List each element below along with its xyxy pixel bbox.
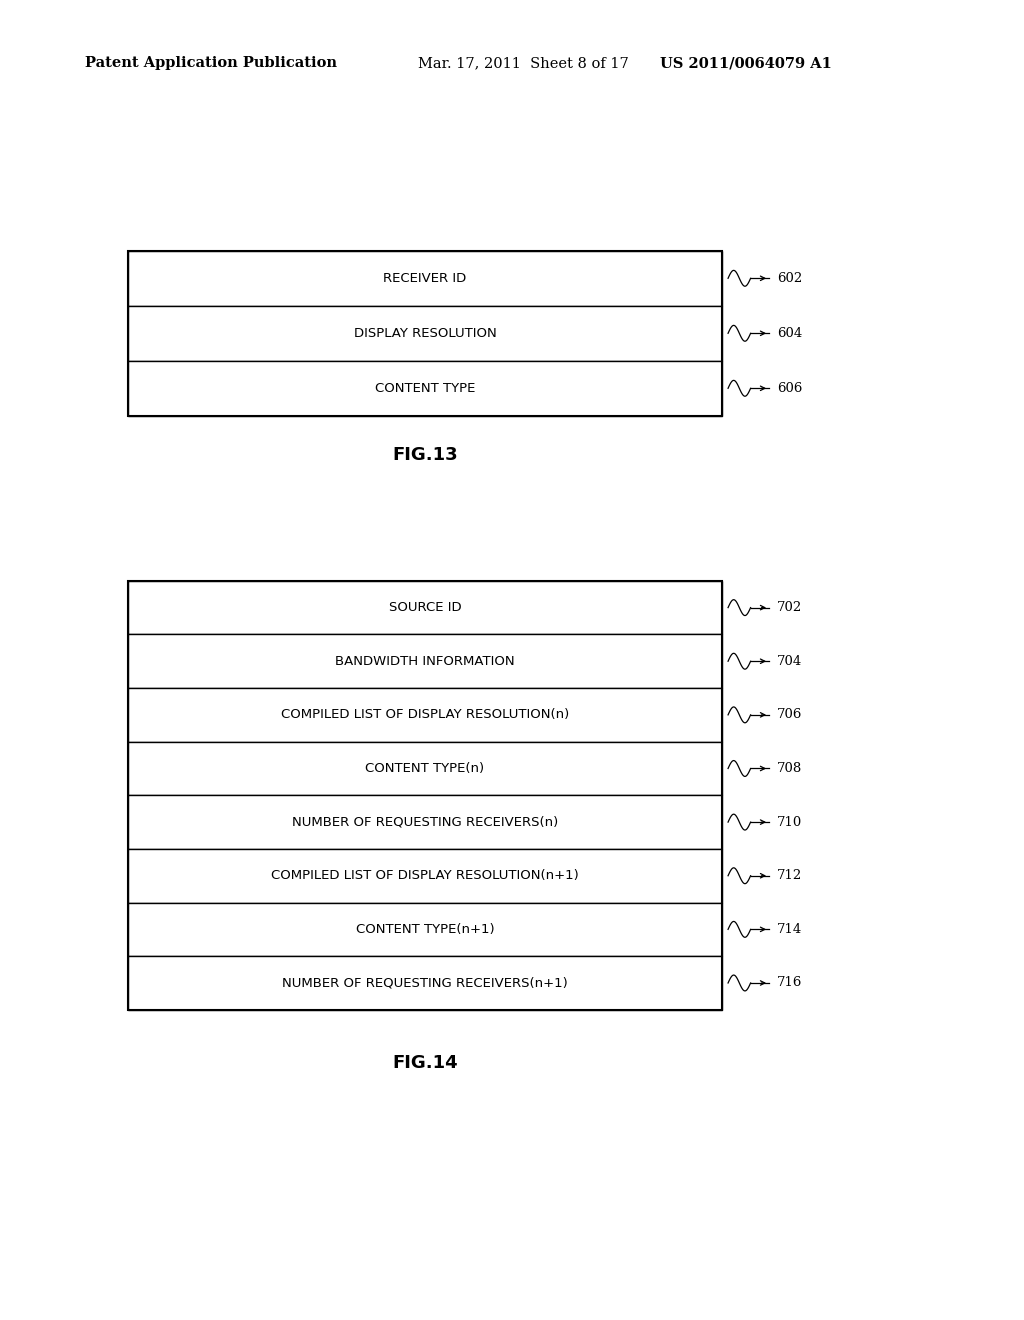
Bar (128, 581, 722, 1010)
Bar (128, 306, 722, 360)
Bar (128, 635, 722, 688)
Bar (128, 903, 722, 956)
Text: 702: 702 (777, 601, 803, 614)
Bar (128, 795, 722, 849)
Text: BANDWIDTH INFORMATION: BANDWIDTH INFORMATION (335, 655, 515, 668)
Text: FIG.13: FIG.13 (392, 446, 458, 465)
Text: Mar. 17, 2011  Sheet 8 of 17: Mar. 17, 2011 Sheet 8 of 17 (418, 57, 629, 70)
Text: 604: 604 (777, 327, 803, 339)
Text: 712: 712 (777, 870, 803, 882)
Text: 710: 710 (777, 816, 803, 829)
Text: 602: 602 (777, 272, 803, 285)
Text: 706: 706 (777, 709, 803, 721)
Text: 606: 606 (777, 381, 803, 395)
Text: 708: 708 (777, 762, 803, 775)
Bar (128, 688, 722, 742)
Bar (128, 849, 722, 903)
Text: 714: 714 (777, 923, 803, 936)
Text: 704: 704 (777, 655, 803, 668)
Bar (128, 956, 722, 1010)
Bar (128, 251, 722, 306)
Text: CONTENT TYPE: CONTENT TYPE (375, 381, 475, 395)
Bar (128, 251, 722, 416)
Text: COMPILED LIST OF DISPLAY RESOLUTION(n+1): COMPILED LIST OF DISPLAY RESOLUTION(n+1) (271, 870, 579, 882)
Text: NUMBER OF REQUESTING RECEIVERS(n+1): NUMBER OF REQUESTING RECEIVERS(n+1) (282, 977, 568, 990)
Text: COMPILED LIST OF DISPLAY RESOLUTION(n): COMPILED LIST OF DISPLAY RESOLUTION(n) (281, 709, 569, 721)
Bar (128, 581, 722, 635)
Text: FIG.14: FIG.14 (392, 1053, 458, 1072)
Text: CONTENT TYPE(n): CONTENT TYPE(n) (366, 762, 484, 775)
Text: DISPLAY RESOLUTION: DISPLAY RESOLUTION (353, 327, 497, 339)
Text: US 2011/0064079 A1: US 2011/0064079 A1 (660, 57, 833, 70)
Text: Patent Application Publication: Patent Application Publication (85, 57, 337, 70)
Text: SOURCE ID: SOURCE ID (389, 601, 461, 614)
Text: NUMBER OF REQUESTING RECEIVERS(n): NUMBER OF REQUESTING RECEIVERS(n) (292, 816, 558, 829)
Text: CONTENT TYPE(n+1): CONTENT TYPE(n+1) (355, 923, 495, 936)
Bar (128, 360, 722, 416)
Bar (128, 742, 722, 795)
Text: 716: 716 (777, 977, 803, 990)
Text: RECEIVER ID: RECEIVER ID (383, 272, 467, 285)
